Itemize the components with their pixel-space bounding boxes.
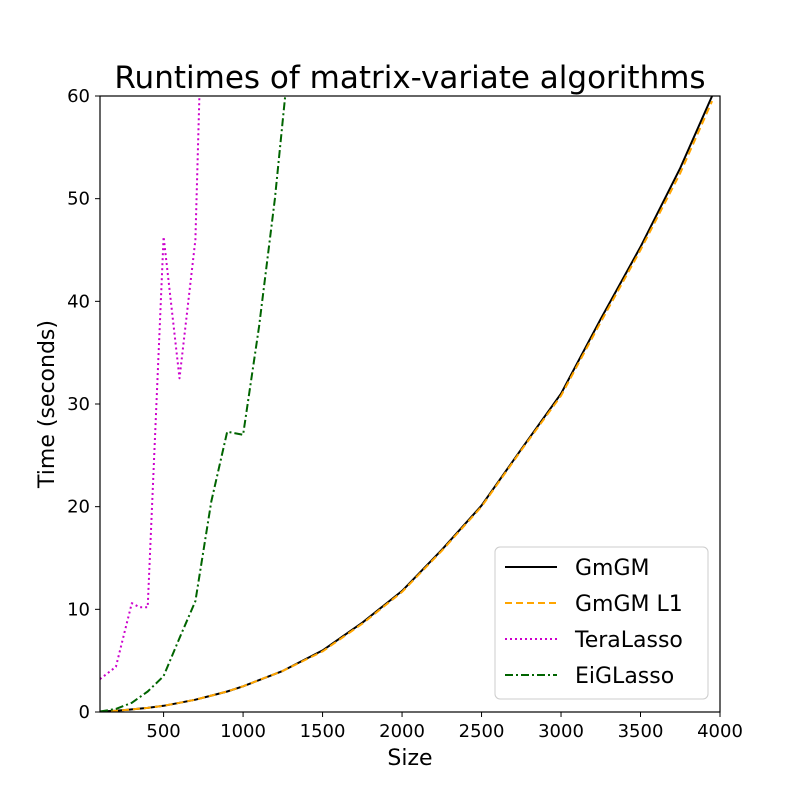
- series-line-teralasso: [100, 96, 201, 680]
- x-tick-label: 2500: [459, 721, 505, 742]
- x-tick-label: 3000: [538, 721, 584, 742]
- legend-label: GmGM L1: [575, 592, 683, 617]
- y-tick-label: 30: [67, 394, 90, 415]
- x-tick-label: 1500: [300, 721, 346, 742]
- legend: GmGM GmGM L1 TeraLasso EiGLasso: [494, 546, 709, 700]
- series-line-gmgm-l1: [100, 100, 714, 712]
- x-tick-label: 500: [146, 721, 180, 742]
- x-tick-label: 3500: [618, 721, 664, 742]
- x-axis-label: Size: [387, 746, 432, 771]
- series-layer: [100, 96, 714, 712]
- chart-title: Runtimes of matrix-variate algorithms: [114, 60, 705, 96]
- y-axis-label: Time (seconds): [35, 320, 60, 489]
- y-axis: 0 10 20 30 40 50 60: [67, 86, 100, 723]
- y-tick-label: 20: [67, 497, 90, 518]
- x-axis: 500 1000 1500 2000 2500 3000 3500 4000: [146, 712, 743, 742]
- y-tick-label: 0: [79, 702, 90, 723]
- x-tick-label: 4000: [697, 721, 743, 742]
- legend-label: GmGM: [575, 556, 650, 581]
- y-tick-label: 50: [67, 189, 90, 210]
- y-tick-label: 40: [67, 291, 90, 312]
- x-tick-label: 1000: [220, 721, 266, 742]
- y-tick-label: 60: [67, 86, 90, 107]
- y-tick-label: 10: [67, 599, 90, 620]
- series-line-eiglasso: [100, 96, 287, 712]
- x-tick-label: 2000: [379, 721, 425, 742]
- legend-box: [494, 546, 709, 700]
- legend-label: EiGLasso: [575, 664, 674, 689]
- legend-label: TeraLasso: [574, 628, 683, 653]
